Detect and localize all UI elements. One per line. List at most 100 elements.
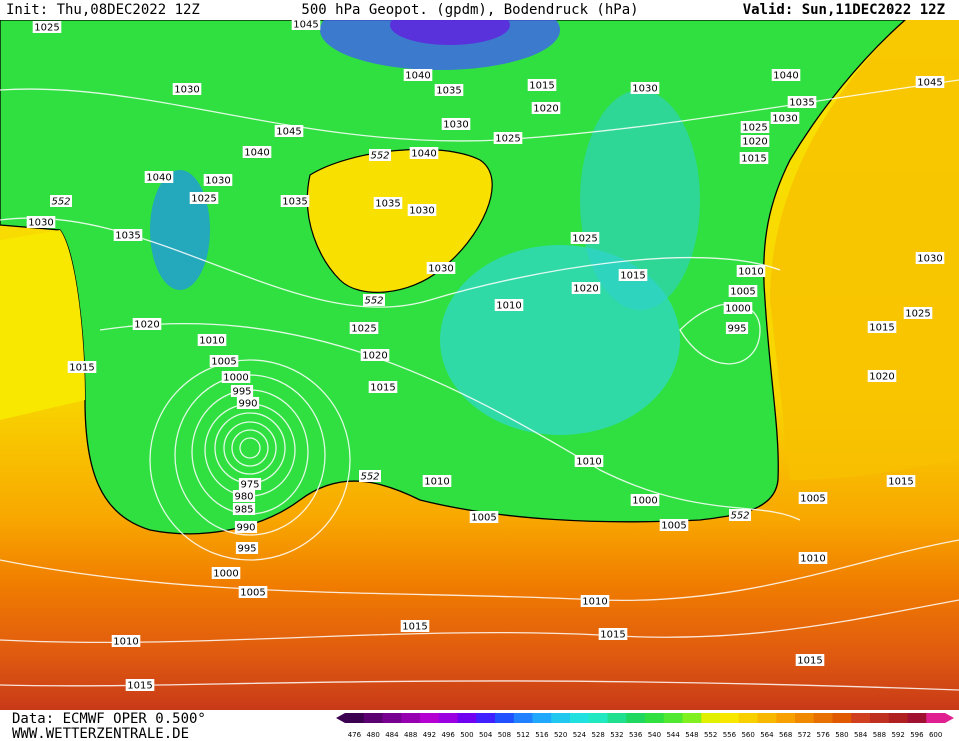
isobar-label-box bbox=[630, 494, 660, 506]
colorbar-label: 528 bbox=[591, 731, 604, 739]
isobar-label: 980 bbox=[234, 492, 253, 503]
colorbar-label: 484 bbox=[385, 731, 399, 739]
init-time: Init: Thu,08DEC2022 12Z bbox=[6, 2, 200, 18]
isobar-label: 1040 bbox=[411, 149, 436, 160]
isobar-label-box bbox=[441, 118, 471, 130]
isobar-label-box bbox=[232, 490, 256, 502]
colorbar-label: 520 bbox=[554, 731, 567, 739]
isobar-label: 1000 bbox=[213, 569, 238, 580]
colorbar-label: 572 bbox=[798, 731, 811, 739]
geopotential-label-box bbox=[359, 470, 381, 482]
colorbar-arrow bbox=[945, 713, 954, 723]
isobar-label-box bbox=[728, 285, 758, 297]
isobar-label-box bbox=[238, 586, 268, 598]
isobar-label-box bbox=[434, 84, 464, 96]
isobar-label: 1015 bbox=[797, 656, 822, 667]
isobar-label: 1030 bbox=[632, 84, 657, 95]
isobar-label: 1040 bbox=[773, 71, 798, 82]
isobar-label: 1010 bbox=[199, 336, 224, 347]
colorbar-label: 536 bbox=[629, 731, 643, 739]
colorbar-swatch bbox=[663, 713, 683, 723]
isobar-label-box bbox=[189, 192, 219, 204]
isobar-label-box bbox=[886, 475, 916, 487]
colorbar-swatch bbox=[476, 713, 496, 723]
isobar-label-box bbox=[172, 83, 202, 95]
isobar-label: 1015 bbox=[620, 271, 645, 282]
isobar-label: 1015 bbox=[69, 363, 94, 374]
colorbar-swatch bbox=[851, 713, 871, 723]
colorbar-label: 564 bbox=[760, 731, 774, 739]
colorbar-label: 516 bbox=[535, 731, 549, 739]
colorbar-label: 492 bbox=[423, 731, 436, 739]
isobar-label-box bbox=[349, 322, 379, 334]
isobar-label-box bbox=[234, 521, 258, 533]
isobar-label: 1020 bbox=[362, 351, 387, 362]
header-bar bbox=[0, 0, 959, 20]
isobar-label-box bbox=[618, 269, 648, 281]
colorbar-label: 552 bbox=[704, 731, 717, 739]
map-labels: 1025 1030 1045 1040 1035 1030 1015 1020 1025 1030… bbox=[26, 18, 945, 692]
isobar-label: 1005 bbox=[800, 494, 825, 505]
isobar-label: 1045 bbox=[276, 127, 301, 138]
isobar-label-box bbox=[111, 635, 141, 647]
colorbar-label: 596 bbox=[910, 731, 924, 739]
colorbar-label: 600 bbox=[929, 731, 942, 739]
isobar-label: 995 bbox=[237, 544, 256, 555]
isobar-label: 1035 bbox=[282, 197, 307, 208]
isobar-label: 1020 bbox=[573, 284, 598, 295]
colorbar-label: 584 bbox=[854, 731, 868, 739]
isobar-label-box bbox=[570, 232, 600, 244]
colorbar-label: 548 bbox=[685, 731, 698, 739]
colorbar-swatch bbox=[813, 713, 833, 723]
isobar-label: 1015 bbox=[127, 681, 152, 692]
colorbar-label: 576 bbox=[816, 731, 830, 739]
isobar-label: 1035 bbox=[789, 98, 814, 109]
isobar-label: 1030 bbox=[28, 218, 53, 229]
colorbar-swatch bbox=[626, 713, 646, 723]
isobar-label-box bbox=[221, 371, 251, 383]
isobar-label-box bbox=[209, 355, 239, 367]
isobar-label-box bbox=[574, 455, 604, 467]
colorbar-swatch bbox=[645, 713, 665, 723]
isobar-label: 1005 bbox=[211, 357, 236, 368]
colorbar-label: 496 bbox=[441, 731, 455, 739]
isobar-label-box bbox=[580, 595, 610, 607]
isobar-label-box bbox=[125, 679, 155, 691]
isobar-label-box bbox=[373, 197, 403, 209]
isobar-label-box bbox=[422, 475, 452, 487]
colorbar-swatch bbox=[832, 713, 852, 723]
isobar-label-box bbox=[230, 385, 254, 397]
isobar-label: 1005 bbox=[661, 521, 686, 532]
colorbar-swatch bbox=[401, 713, 421, 723]
colorbar-swatch bbox=[870, 713, 890, 723]
isobar-label: 1015 bbox=[600, 630, 625, 641]
colorbar-swatch bbox=[382, 713, 402, 723]
isobar-label: 990 bbox=[238, 399, 257, 410]
isobar-label-box bbox=[740, 135, 770, 147]
isobar-label-box bbox=[26, 216, 56, 228]
isobar-label: 1020 bbox=[134, 320, 159, 331]
isobar-label: 1015 bbox=[402, 622, 427, 633]
isobar-label: 1035 bbox=[436, 86, 461, 97]
isobar-label: 1010 bbox=[496, 301, 521, 312]
colorbar-swatch bbox=[738, 713, 758, 723]
colorbar-label: 588 bbox=[873, 731, 886, 739]
colorbar-arrow bbox=[336, 713, 345, 723]
isobar-label: 995 bbox=[727, 324, 746, 335]
isobar-label: 1040 bbox=[244, 148, 269, 159]
colorbar-label: 524 bbox=[573, 731, 587, 739]
isobar-label-box bbox=[723, 302, 753, 314]
isobar-label: 1000 bbox=[725, 304, 750, 315]
isobar-label-box bbox=[469, 511, 499, 523]
isobar-label: 1015 bbox=[741, 154, 766, 165]
data-source: Data: ECMWF OPER 0.500° bbox=[12, 711, 206, 727]
isobar-label-box bbox=[274, 125, 304, 137]
colorbar-swatch bbox=[926, 713, 946, 723]
isobar-label: 1025 bbox=[495, 134, 520, 145]
isobar-label: 1035 bbox=[115, 231, 140, 242]
isobar-label-box bbox=[571, 282, 601, 294]
isobar-label-box bbox=[739, 152, 769, 164]
cold-area bbox=[150, 170, 210, 290]
valid-time: Valid: Sun,11DEC2022 12Z bbox=[743, 2, 945, 18]
colorbar-label: 568 bbox=[779, 731, 792, 739]
